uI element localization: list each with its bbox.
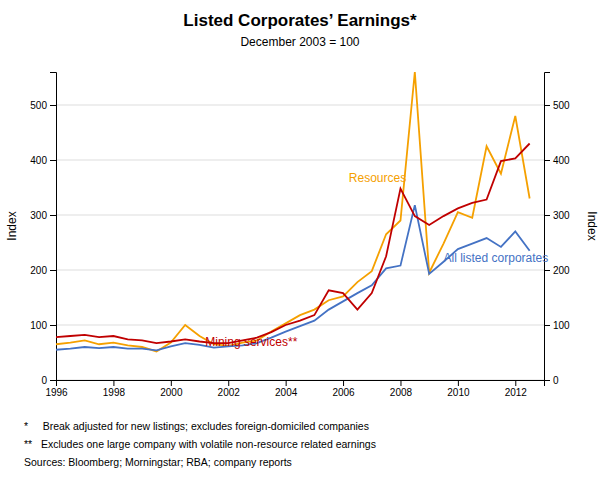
line — [56, 72, 530, 351]
tick-mark — [50, 160, 56, 161]
tick-mark — [458, 380, 459, 386]
grid-line — [56, 160, 544, 161]
grid — [56, 105, 544, 380]
tick-label: 2002 — [218, 387, 241, 398]
y2-axis-title: Index — [585, 211, 599, 240]
tick: 200 — [30, 265, 56, 276]
tick-mark — [50, 270, 56, 271]
tick: 2008 — [390, 380, 413, 398]
tick: 2004 — [275, 380, 298, 398]
tick-label: 1996 — [45, 387, 68, 398]
tick-mark — [171, 380, 172, 386]
tick-label: 500 — [30, 100, 47, 111]
tick-label: 100 — [30, 320, 47, 331]
tick: 400 — [544, 155, 570, 166]
axis-line — [50, 73, 57, 381]
tick-label: 2012 — [505, 387, 528, 398]
tick: 300 — [30, 210, 56, 221]
tick-mark — [228, 380, 229, 386]
tick-mark — [286, 380, 287, 386]
tick-label: 0 — [553, 375, 559, 386]
series-group — [56, 72, 530, 351]
series-label: Mining services** — [205, 335, 297, 349]
tick-label: 300 — [553, 210, 570, 221]
tick: 0 — [41, 375, 56, 386]
tick-label: 2000 — [160, 387, 183, 398]
tick: 300 — [544, 210, 570, 221]
axis-line — [545, 73, 551, 381]
tick-mark — [400, 380, 401, 386]
series-label: All listed corporates — [444, 251, 549, 265]
grid-line — [56, 270, 544, 271]
footnote: ** Excludes one large company with volat… — [24, 438, 376, 450]
tick-label: 200 — [30, 265, 47, 276]
plot-area: 1996199820002002200420062008201020120100… — [5, 72, 599, 398]
line — [56, 205, 530, 350]
tick: 500 — [544, 100, 570, 111]
tick-label: 200 — [553, 265, 570, 276]
tick: 1998 — [103, 380, 126, 398]
tick: 2010 — [447, 380, 470, 398]
tick-label: 0 — [41, 375, 47, 386]
line — [56, 144, 530, 344]
grid-line — [56, 105, 544, 106]
tick: 500 — [30, 100, 56, 111]
x-axis: 1996 1998 2000 2002 2004 2006 2008 2010 2012 — [45, 380, 544, 398]
grid-line — [56, 215, 544, 216]
tick-label: 100 — [553, 320, 570, 331]
tick-mark — [544, 270, 550, 271]
tick: 100 — [544, 320, 570, 331]
footnote: * Break adjusted for new listings; exclu… — [24, 420, 369, 432]
tick: 1996 — [45, 380, 68, 398]
tick: 2000 — [160, 380, 183, 398]
tick: 0 — [544, 375, 559, 386]
tick: 100 — [30, 320, 56, 331]
title: Listed Corporates’ Earnings* — [183, 11, 417, 30]
tick-label: 1998 — [103, 387, 126, 398]
tick-label: 300 — [30, 210, 47, 221]
tick-mark — [544, 215, 550, 216]
series-label: Resources — [349, 171, 406, 185]
subtitle: December 2003 = 100 — [240, 35, 359, 49]
tick: 2006 — [332, 380, 355, 398]
tick-mark — [50, 380, 56, 381]
tick-label: 2008 — [390, 387, 413, 398]
tick-mark — [544, 380, 550, 381]
tick: 200 — [544, 265, 570, 276]
tick-mark — [113, 380, 114, 386]
tick-mark — [50, 215, 56, 216]
tick-mark — [544, 160, 550, 161]
axis-line — [57, 381, 545, 387]
footnotes: * Break adjusted for new listings; exclu… — [24, 420, 376, 468]
tick-mark — [343, 380, 344, 386]
chart: Listed Corporates’ Earnings* December 200… — [0, 0, 600, 500]
tick-mark — [544, 325, 550, 326]
y-axis: 0 100 200 300 400 500 — [30, 73, 56, 386]
annotations: Resources All listed corporates Mining ser… — [205, 171, 548, 349]
tick-label: 2006 — [332, 387, 355, 398]
tick-mark — [544, 105, 550, 106]
tick: 2012 — [505, 380, 528, 398]
tick-mark — [515, 380, 516, 386]
tick: 400 — [30, 155, 56, 166]
footnote: Sources: Bloomberg; Morningstar; RBA; co… — [24, 456, 292, 468]
y-axis-title: Index — [5, 211, 19, 240]
tick-label: 400 — [30, 155, 47, 166]
tick-mark — [50, 105, 56, 106]
tick-label: 400 — [553, 155, 570, 166]
tick-label: 500 — [553, 100, 570, 111]
tick: 2002 — [218, 380, 241, 398]
tick-mark — [50, 325, 56, 326]
tick-label: 2010 — [447, 387, 470, 398]
y2-axis: 0 100 200 300 400 500 — [544, 73, 570, 386]
tick-label: 2004 — [275, 387, 298, 398]
